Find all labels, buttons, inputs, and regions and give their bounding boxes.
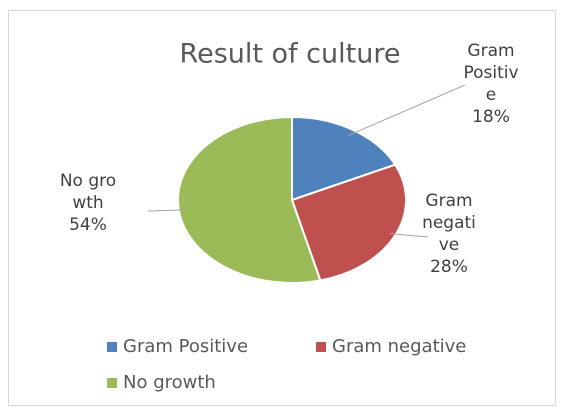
- data-label-category: Gram negative: [422, 191, 476, 255]
- legend-swatch: [107, 341, 117, 352]
- legend-swatch: [316, 341, 326, 352]
- data-label: Gram negative 28%: [420, 190, 478, 278]
- chart-frame: [8, 10, 556, 406]
- data-label-value: 28%: [430, 257, 468, 277]
- leader-line: [389, 233, 429, 238]
- data-label-category: No growth: [59, 171, 117, 213]
- legend-item: Gram Positive: [107, 336, 248, 357]
- data-label-category: Gram Positive: [463, 41, 519, 105]
- chart-title: Result of culture: [180, 39, 401, 70]
- data-label: No growth 54%: [58, 170, 118, 236]
- data-label-value: 18%: [472, 107, 510, 127]
- pie-slice: [290, 163, 407, 282]
- pie-slice: [291, 115, 397, 202]
- leader-line: [147, 209, 185, 212]
- data-label: Gram Positive 18%: [462, 40, 520, 128]
- legend-swatch: [107, 377, 117, 388]
- legend-label: No growth: [123, 372, 216, 393]
- leader-line: [347, 84, 466, 136]
- legend-label: Gram negative: [332, 336, 467, 357]
- legend-item: Gram negative: [316, 336, 466, 357]
- legend-label: Gram Positive: [123, 336, 249, 357]
- legend-item: No growth: [107, 372, 216, 393]
- data-label-value: 54%: [69, 215, 107, 235]
